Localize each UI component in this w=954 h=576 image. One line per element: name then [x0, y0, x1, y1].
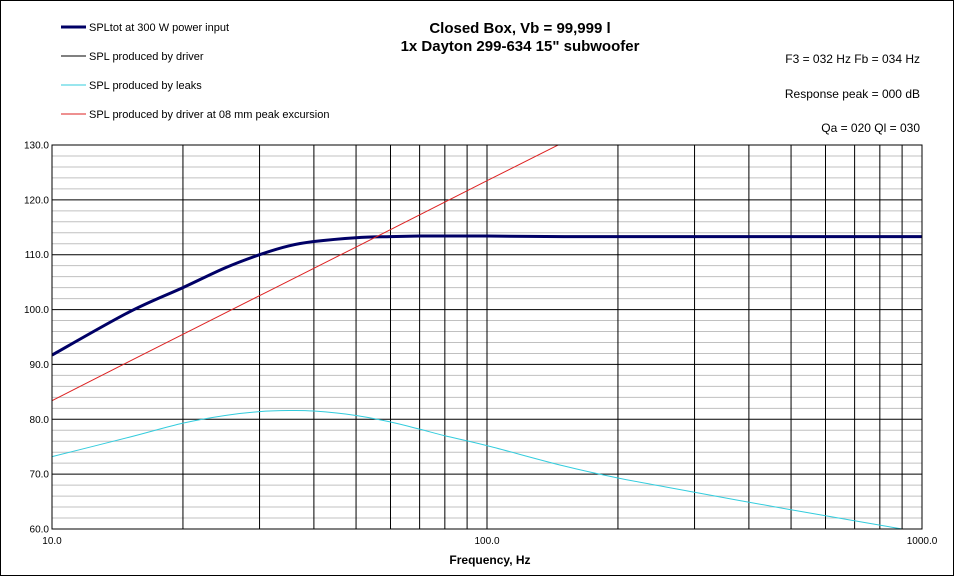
grid-major: [52, 144, 922, 530]
y-tick-label: 100.0: [24, 305, 49, 316]
series-group: [52, 145, 922, 529]
x-tick-label: 1000.0: [907, 536, 938, 547]
y-tick-label: 130.0: [24, 141, 49, 152]
x-tick-label: 10.0: [42, 536, 62, 547]
x-tick-label: 100.0: [474, 536, 499, 547]
y-tick-label: 80.0: [30, 415, 50, 426]
info-f3-fb: F3 = 032 Hz Fb = 034 Hz: [785, 52, 920, 66]
y-tick-label: 90.0: [30, 360, 50, 371]
y-tick-label: 70.0: [30, 470, 50, 481]
series-line-4: [52, 145, 560, 402]
x-axis-title: Frequency, Hz: [449, 553, 530, 567]
chart-title-line-1: Closed Box, Vb = 99,999 l: [429, 20, 610, 37]
legend-label-2: SPL produced by driver: [89, 51, 204, 63]
info-response-peak: Response peak = 000 dB: [785, 87, 920, 101]
series-line-1: [52, 234, 922, 357]
y-tick-label: 110.0: [25, 250, 50, 261]
legend: SPLtot at 300 W power input SPL produced …: [61, 22, 330, 121]
legend-label-1: SPLtot at 300 W power input: [89, 22, 229, 34]
legend-label-3: SPL produced by leaks: [89, 80, 202, 92]
legend-label-4: SPL produced by driver at 08 mm peak exc…: [89, 109, 330, 121]
series-line-3: [52, 409, 903, 529]
plot-border: [51, 144, 923, 530]
y-tick-label: 120.0: [24, 195, 49, 206]
y-tick-labels: 60.0 70.0 80.0 90.0 100.0 110.0 120.0 130.0: [24, 141, 49, 536]
chart-title-line-2: 1x Dayton 299-634 15" subwoofer: [401, 38, 640, 55]
info-qa-ql: Qa = 020 Ql = 030: [821, 121, 920, 135]
y-tick-label: 60.0: [30, 525, 50, 536]
x-tick-labels: 10.0 100.0 1000.0: [42, 536, 937, 547]
